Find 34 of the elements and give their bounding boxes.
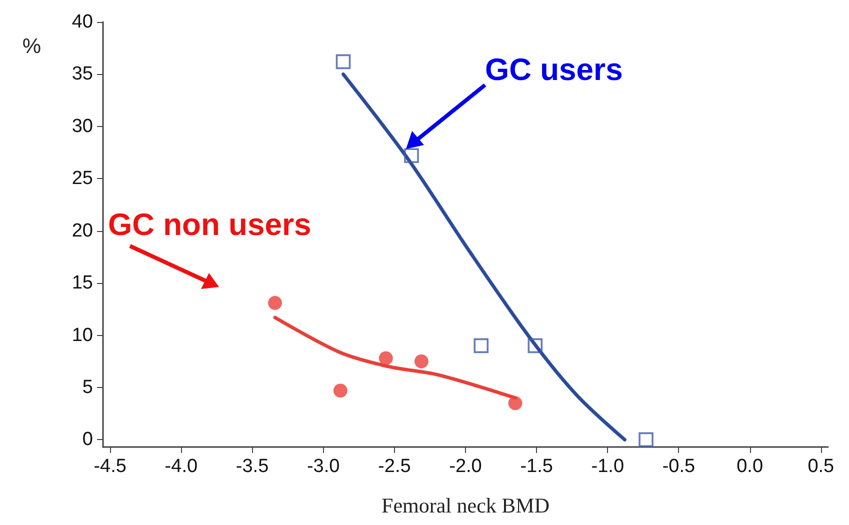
- point: [378, 351, 393, 366]
- point: [268, 296, 282, 310]
- point: [404, 148, 419, 164]
- point: [508, 396, 522, 410]
- y-tick-label: 15: [72, 272, 93, 294]
- x-axis-title: Femoral neck BMD: [382, 494, 550, 518]
- y-axis-title: %: [22, 35, 41, 58]
- x-tick-label: 0.5: [808, 456, 834, 477]
- x-tick-label: -2.5: [378, 456, 411, 477]
- x-tick-label: -1.0: [591, 456, 624, 477]
- x-tick-label: -4.0: [164, 456, 198, 477]
- x-tick-label: -3.0: [306, 456, 340, 477]
- y-tick-label: 5: [82, 376, 93, 398]
- y-tick-label: 10: [72, 324, 93, 346]
- text: GC non users: [108, 207, 312, 243]
- x-tick-label: -2.0: [449, 456, 482, 477]
- y-tick-label: 25: [72, 168, 93, 190]
- x-tick-label: -4.5: [94, 456, 126, 477]
- text: GC users: [485, 52, 623, 88]
- y-tick-label: 20: [72, 220, 93, 242]
- y-tick-label: 40: [72, 12, 93, 32]
- y-tick-label: 35: [72, 64, 93, 85]
- point: [528, 338, 543, 354]
- x-tick-label: 0.0: [736, 456, 764, 477]
- point: [414, 354, 428, 368]
- y-tick-label: 30: [72, 116, 93, 137]
- x-tick-label: -0.5: [662, 456, 696, 477]
- point: [333, 384, 348, 398]
- point: [638, 432, 654, 448]
- x-tick-label: -1.5: [520, 456, 553, 477]
- point: [336, 54, 351, 70]
- point: [474, 338, 489, 354]
- y-tick-label: 0: [82, 429, 93, 450]
- x-tick-label: -3.5: [236, 456, 269, 477]
